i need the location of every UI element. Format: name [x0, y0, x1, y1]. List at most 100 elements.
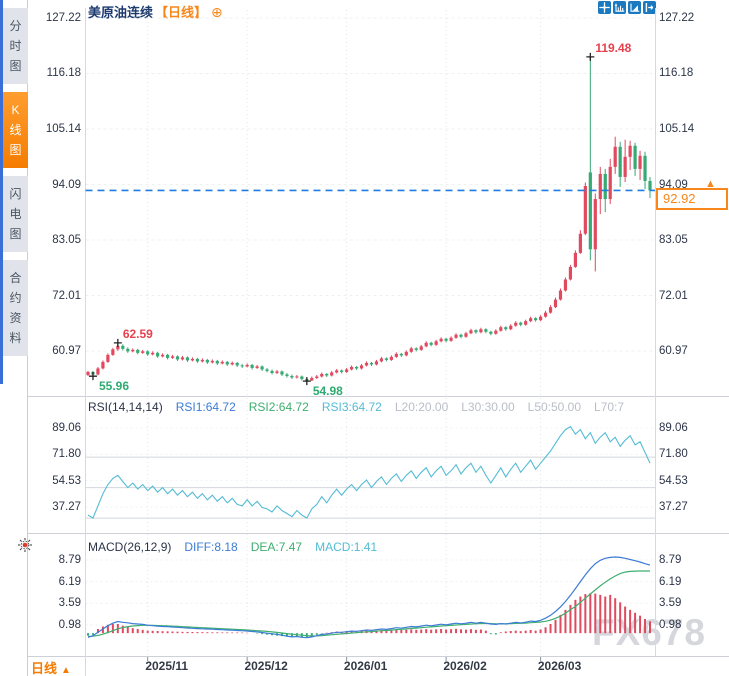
candle-body: [449, 337, 453, 341]
compress-kline-icon[interactable]: [613, 1, 626, 14]
sidebar-item-char: 闪: [9, 187, 22, 201]
candle-body: [136, 349, 140, 353]
window-edge: [0, 0, 3, 384]
candle-body: [364, 362, 369, 366]
candle-body: [161, 354, 165, 357]
candle-body: [116, 345, 120, 350]
candle-body: [623, 156, 627, 177]
candle-body: [180, 357, 185, 360]
candle-body: [593, 199, 597, 250]
candle-body: [409, 348, 413, 352]
candle-body: [175, 356, 180, 360]
candle-body: [101, 361, 105, 369]
sidebar-item-char: 图: [9, 143, 22, 157]
period-selector[interactable]: 日线 ▲: [31, 658, 71, 676]
expand-kline-icon[interactable]: [628, 1, 641, 14]
extreme-cross-marker: [113, 338, 122, 347]
candle-body: [563, 279, 568, 291]
candle-body: [111, 349, 115, 355]
page-forward-icon[interactable]: [643, 1, 656, 14]
candle-body: [330, 372, 334, 376]
candle-body: [474, 330, 478, 333]
candle-body: [310, 377, 314, 381]
candle-body: [146, 351, 150, 355]
candle-body: [335, 370, 339, 373]
rsi-line: [87, 425, 651, 519]
sidebar-item-3[interactable]: 合约资料: [3, 260, 28, 356]
candle-body: [509, 325, 513, 330]
candle-body: [514, 322, 518, 326]
candle-body: [494, 330, 498, 334]
macd-dea-line: [87, 570, 651, 638]
candle-body: [529, 318, 533, 322]
candle-body: [345, 369, 349, 372]
candle-body: [200, 359, 204, 362]
candle-body: [489, 331, 493, 334]
macd-diff-line: [87, 556, 651, 639]
candle-body: [434, 341, 438, 345]
candle-body: [96, 368, 100, 375]
candle-body: [633, 145, 637, 169]
candle-body: [484, 329, 488, 332]
sidebar-item-char: 图: [9, 227, 22, 241]
candle-body: [618, 146, 622, 177]
indicator-add-icon[interactable]: ⊕: [211, 4, 223, 20]
candle-body: [558, 290, 563, 300]
candle-body: [190, 358, 195, 361]
candle-body: [270, 370, 274, 373]
candle-body: [583, 185, 587, 234]
candle-body: [245, 364, 249, 367]
candle-body: [290, 375, 294, 378]
candle-body: [250, 364, 254, 368]
candle-body: [578, 233, 582, 253]
candle-body: [419, 346, 423, 350]
period-tag: 【日线】: [155, 5, 208, 20]
crosshair-icon[interactable]: [598, 1, 611, 14]
candle-body: [220, 361, 224, 364]
sidebar-item-0[interactable]: 分时图: [3, 8, 28, 84]
candle-body: [210, 360, 214, 363]
candle-body: [643, 155, 647, 181]
candle-body: [315, 376, 319, 378]
candle-body: [414, 348, 418, 350]
price-up-arrow-icon: ▲: [705, 178, 716, 190]
candle-body: [469, 330, 473, 334]
candle-body: [548, 307, 553, 313]
candle-body: [235, 362, 239, 366]
macd-settings-icon[interactable]: [17, 537, 33, 553]
candle-body: [86, 371, 90, 375]
candle-body: [534, 318, 538, 321]
candle-body: [320, 373, 324, 377]
candle-body: [126, 348, 130, 352]
candle-body: [573, 252, 578, 267]
extreme-cross-marker: [88, 372, 97, 381]
symbol-title: 美原油连续: [88, 5, 154, 20]
period-selector-label: 日线: [31, 661, 58, 676]
sidebar-item-char: 分: [9, 19, 22, 33]
candle-body: [230, 362, 234, 365]
candle-body: [349, 366, 354, 370]
sidebar-item-char: 电: [9, 207, 22, 221]
candle-body: [141, 351, 145, 353]
sidebar-item-2[interactable]: 闪电图: [3, 176, 28, 252]
candle-body: [240, 365, 244, 367]
candle-body: [613, 146, 617, 167]
current-price-box: 92.92: [656, 188, 728, 210]
candle-body: [519, 322, 523, 325]
candle-body: [479, 329, 483, 333]
candle-body: [215, 360, 219, 364]
candle-body: [384, 358, 389, 360]
candle-body: [300, 376, 304, 379]
candle-body: [260, 366, 264, 370]
candle-body: [464, 333, 468, 337]
candle-body: [255, 366, 259, 368]
candle-body: [359, 365, 364, 369]
extreme-cross-marker: [302, 377, 311, 386]
chart-title-bar: 美原油连续 【日线】 ⊕: [88, 2, 223, 21]
candle-body: [399, 353, 403, 356]
candle-body: [225, 361, 229, 365]
candle-body: [156, 352, 160, 357]
